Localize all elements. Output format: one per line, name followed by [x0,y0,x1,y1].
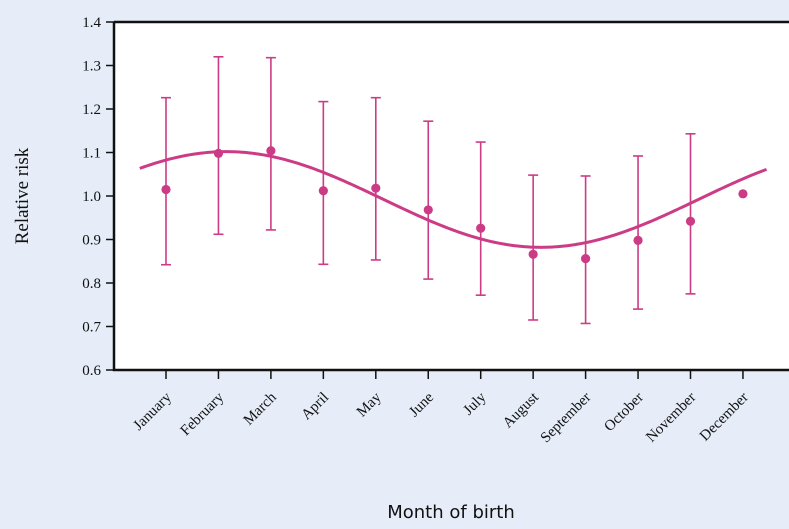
data-point [528,249,538,259]
fit-curve [139,150,768,249]
y-tick-label: 0.9 [82,233,101,249]
plot-area [114,22,789,370]
plot-layer [139,55,768,325]
y-tick-label: 0.6 [82,363,101,379]
data-point [371,183,381,193]
y-axis-label: Relative risk [12,147,33,244]
y-tick-label: 1.1 [82,146,101,162]
data-point [161,184,171,195]
y-tick-label: 0.8 [82,276,101,292]
data-point [738,189,748,199]
x-axis-label: Month of birth [387,502,515,523]
data-point [476,223,486,233]
data-point [423,205,433,215]
data-point [633,235,643,245]
data-point [685,216,696,226]
y-tick-label: 1.4 [82,15,101,31]
data-point [266,146,276,156]
y-tick-label: 1.0 [82,189,101,205]
data-point [318,186,328,196]
data-point [581,254,591,264]
y-tick-label: 1.3 [82,59,101,75]
y-tick-label: 0.7 [82,320,101,336]
data-point [213,148,224,158]
y-tick-label: 1.2 [82,102,101,118]
